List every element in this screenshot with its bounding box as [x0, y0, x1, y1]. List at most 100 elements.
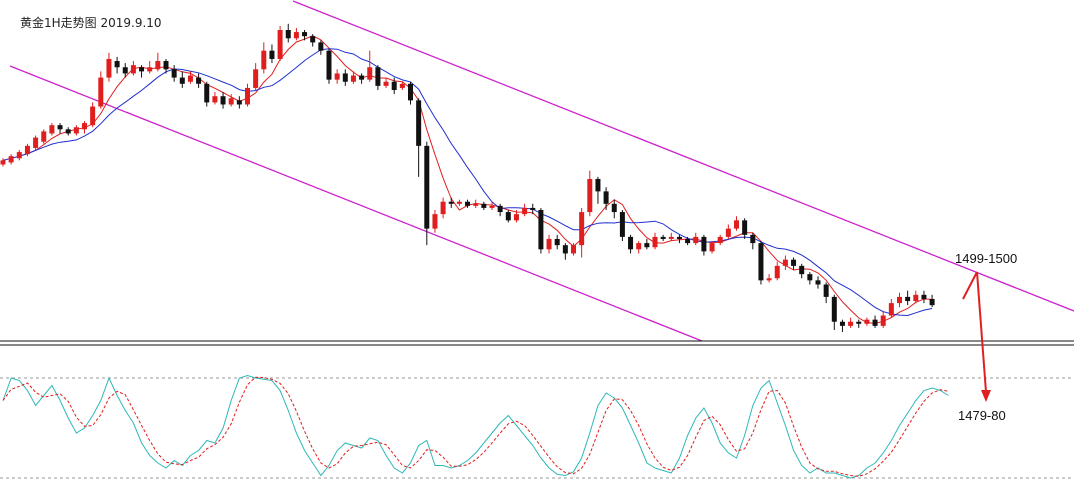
candle	[49, 123, 55, 136]
candle	[187, 71, 193, 84]
candle	[799, 263, 805, 279]
channel-lines	[9, 0, 1074, 342]
candle-body	[595, 178, 601, 192]
candle	[864, 317, 870, 326]
candle-body	[734, 220, 739, 229]
candle	[253, 63, 259, 90]
candle	[90, 102, 96, 128]
candle-body	[171, 69, 177, 78]
candle-body	[921, 294, 927, 299]
candle	[693, 232, 699, 246]
candle	[130, 61, 136, 76]
candle	[644, 238, 650, 250]
candle	[856, 319, 862, 328]
candle-body	[489, 205, 495, 208]
candle	[106, 52, 112, 82]
candle-body	[880, 315, 886, 326]
candle	[359, 73, 365, 84]
candle-body	[456, 201, 462, 204]
candle	[717, 234, 723, 246]
chart-title: 黄金1H走势图 2019.9.10	[20, 15, 162, 30]
candle	[725, 224, 731, 239]
candle-body	[644, 243, 650, 248]
candle	[505, 210, 511, 223]
candle-body	[856, 321, 862, 324]
candle	[65, 127, 71, 136]
candle-body	[709, 243, 715, 252]
arrow-head-icon	[981, 390, 991, 402]
candle	[440, 197, 446, 219]
candle	[98, 71, 104, 109]
candle	[709, 241, 715, 254]
panel-separator	[0, 340, 1074, 346]
candle	[196, 73, 202, 88]
candle-body	[636, 243, 642, 250]
candle-body	[408, 83, 413, 101]
candle-body	[424, 145, 430, 229]
candle-body	[872, 319, 878, 326]
candle	[595, 176, 601, 204]
candle-body	[8, 156, 14, 163]
candle	[676, 234, 682, 244]
candle	[628, 234, 634, 254]
candle	[872, 315, 878, 328]
candle	[742, 218, 748, 239]
candle	[261, 42, 267, 74]
candle-body	[505, 212, 511, 221]
candle-body	[236, 100, 242, 105]
candle-body	[766, 278, 772, 281]
candle-body	[448, 201, 454, 204]
candle	[913, 290, 919, 304]
candle-body	[725, 228, 731, 237]
candle	[8, 154, 14, 165]
candle	[839, 319, 845, 333]
candle	[163, 58, 169, 74]
candle-body	[546, 238, 552, 250]
candle	[571, 243, 576, 256]
candle-body	[465, 201, 471, 206]
forecast-arrow	[962, 271, 991, 402]
candle	[685, 236, 691, 246]
candle-body	[888, 303, 894, 316]
candle	[179, 71, 185, 88]
candle	[660, 234, 666, 242]
candle-body	[98, 77, 104, 107]
candle-body	[139, 67, 145, 72]
candle-body	[782, 259, 788, 266]
candle-body	[742, 220, 748, 235]
candle-body	[717, 236, 723, 244]
candle-body	[147, 67, 153, 72]
candle-body	[179, 77, 185, 84]
osc-d-line	[2, 376, 949, 477]
candle	[448, 197, 454, 208]
candle	[546, 234, 552, 254]
candle-body	[391, 81, 397, 90]
candle-body	[758, 243, 764, 281]
candle	[277, 25, 283, 62]
candle	[114, 56, 120, 74]
candle-body	[155, 61, 161, 70]
candle	[326, 48, 332, 84]
candle	[285, 23, 291, 43]
candle	[122, 63, 128, 78]
candle	[831, 294, 837, 330]
candle-body	[693, 236, 699, 244]
candle-body	[187, 75, 193, 82]
candle-body	[277, 30, 283, 59]
candle-body	[530, 207, 536, 210]
candle-body	[831, 296, 837, 322]
candle	[367, 50, 373, 82]
candle	[155, 52, 161, 72]
candle	[432, 210, 438, 233]
candle	[204, 81, 210, 107]
candle	[383, 77, 389, 88]
candle	[652, 232, 658, 250]
candle-body	[399, 83, 405, 88]
candle-body	[49, 125, 55, 134]
candle-body	[774, 265, 780, 279]
candle-body	[318, 42, 324, 51]
candle	[334, 69, 340, 84]
candle	[921, 290, 927, 304]
candle	[0, 158, 6, 167]
